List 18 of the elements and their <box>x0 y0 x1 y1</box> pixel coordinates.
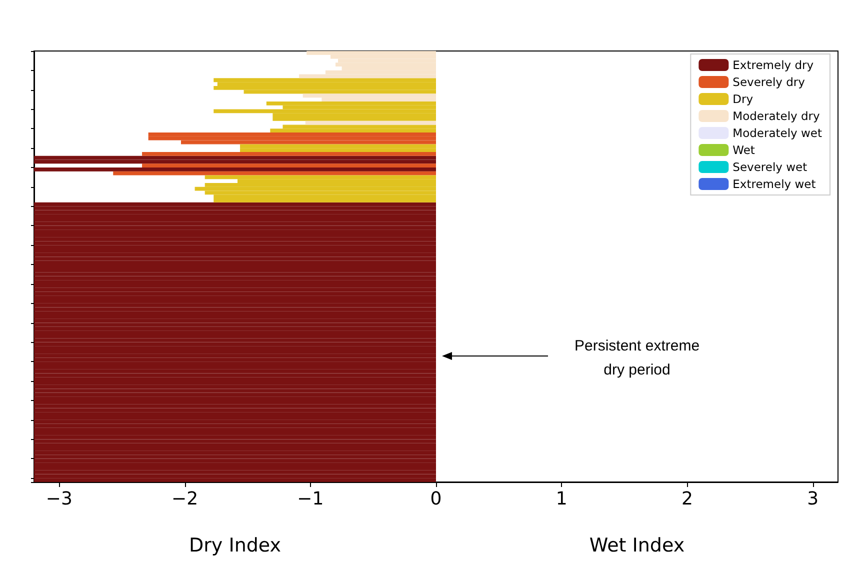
x-axis-title: Dry Index <box>188 534 282 556</box>
legend-label: Extremely wet <box>732 177 816 191</box>
legend-label: Severely wet <box>732 160 808 174</box>
x-tick-label: 0 <box>430 488 442 510</box>
x-tick-label: −2 <box>171 488 198 510</box>
annotation: Persistent extreme dry period <box>574 338 700 378</box>
legend-label: Dry <box>732 92 754 106</box>
legend-label: Extremely dry <box>732 58 814 72</box>
legend-label: Severely dry <box>732 75 806 89</box>
x-tick-label: 1 <box>556 488 568 510</box>
legend-label: Moderately dry <box>732 109 820 123</box>
x-tick-label: −3 <box>46 488 72 510</box>
x-tick-label: 2 <box>682 488 693 510</box>
x-tick-label: −1 <box>297 488 324 510</box>
legend-label: Wet <box>732 143 756 157</box>
x-tick-label: 3 <box>807 488 819 510</box>
legend-label: Moderately wet <box>732 126 822 140</box>
text: Wet Index <box>589 534 685 556</box>
